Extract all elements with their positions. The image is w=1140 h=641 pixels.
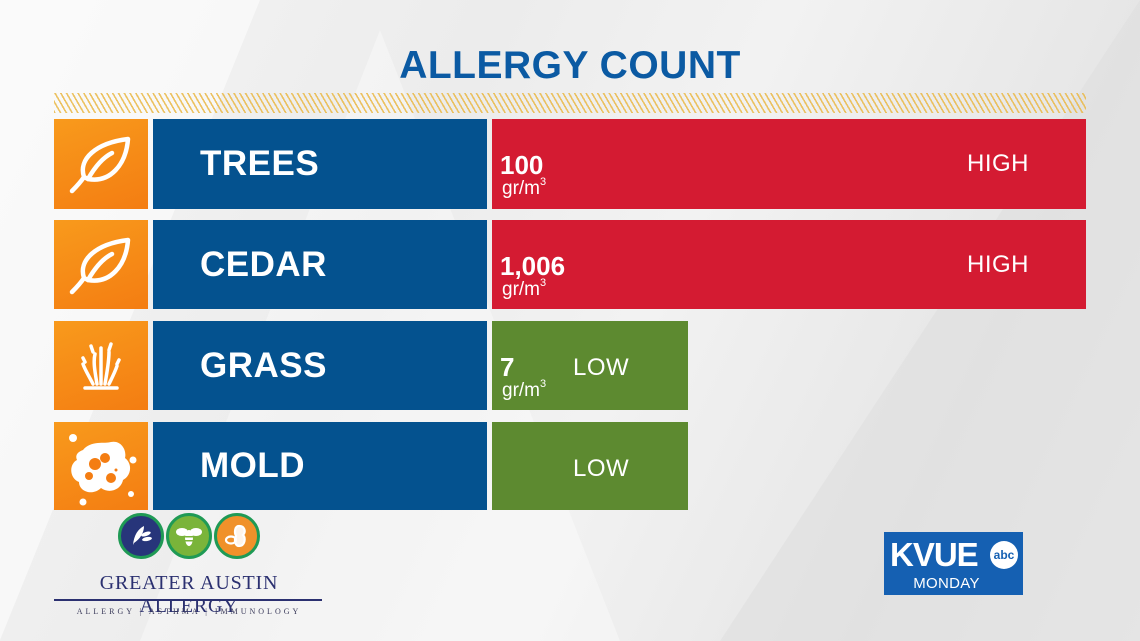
icon-tile [54,321,148,410]
hatch-divider [54,93,1086,113]
level-bar: LOW [492,422,688,510]
station-call-sign: KVUE [890,536,979,573]
allergen-row-mold: MOLD LOW [54,422,1086,510]
icon-tile [54,119,148,209]
pollen-count: 7 [500,352,515,382]
level-label: HIGH [967,251,1029,278]
unit-label: gr/m3 [502,378,547,401]
pollen-count: 1,006 [500,251,566,281]
allergen-label: GRASS [153,321,487,410]
mold-icon [69,434,137,506]
bee-icon [166,513,212,559]
allergen-row-cedar: CEDAR 1,006 gr/m3 HIGH [54,220,1086,309]
pollen-count: 100 [500,150,544,180]
allergen-row-trees: TREES 100 gr/m3 HIGH [54,119,1086,209]
grass-icon [81,341,121,390]
sponsor-tagline: ALLERGY | ASTHMA | IMMUNOLOGY [76,607,302,616]
icon-tile [54,422,148,510]
level-bar: 100 gr/m3 HIGH [492,119,1086,209]
day-label: MONDAY [913,575,980,592]
page-title: ALLERGY COUNT [399,44,741,87]
unit-label: gr/m3 [502,277,547,300]
leaf-icon [69,237,131,294]
peanut-icon [214,513,260,559]
allergen-label: CEDAR [153,220,487,309]
allergen-label: MOLD [153,422,487,510]
icon-tile [54,220,148,309]
level-label: HIGH [967,150,1029,177]
unit-label: gr/m3 [502,176,547,199]
level-label: LOW [573,354,630,381]
network-logo: abc [990,541,1018,569]
leaf-icon [69,136,131,194]
sponsor-divider [54,599,322,601]
leaf-icon [118,513,164,559]
level-bar: 1,006 gr/m3 HIGH [492,220,1086,309]
level-label: LOW [573,455,630,482]
allergen-label: TREES [153,119,487,209]
allergen-row-grass: GRASS 7 gr/m3 LOW [54,321,1086,410]
sponsor-logo-icons [118,513,260,559]
station-logo: KVUE abc MONDAY [884,532,1023,595]
level-bar: 7 gr/m3 LOW [492,321,688,410]
